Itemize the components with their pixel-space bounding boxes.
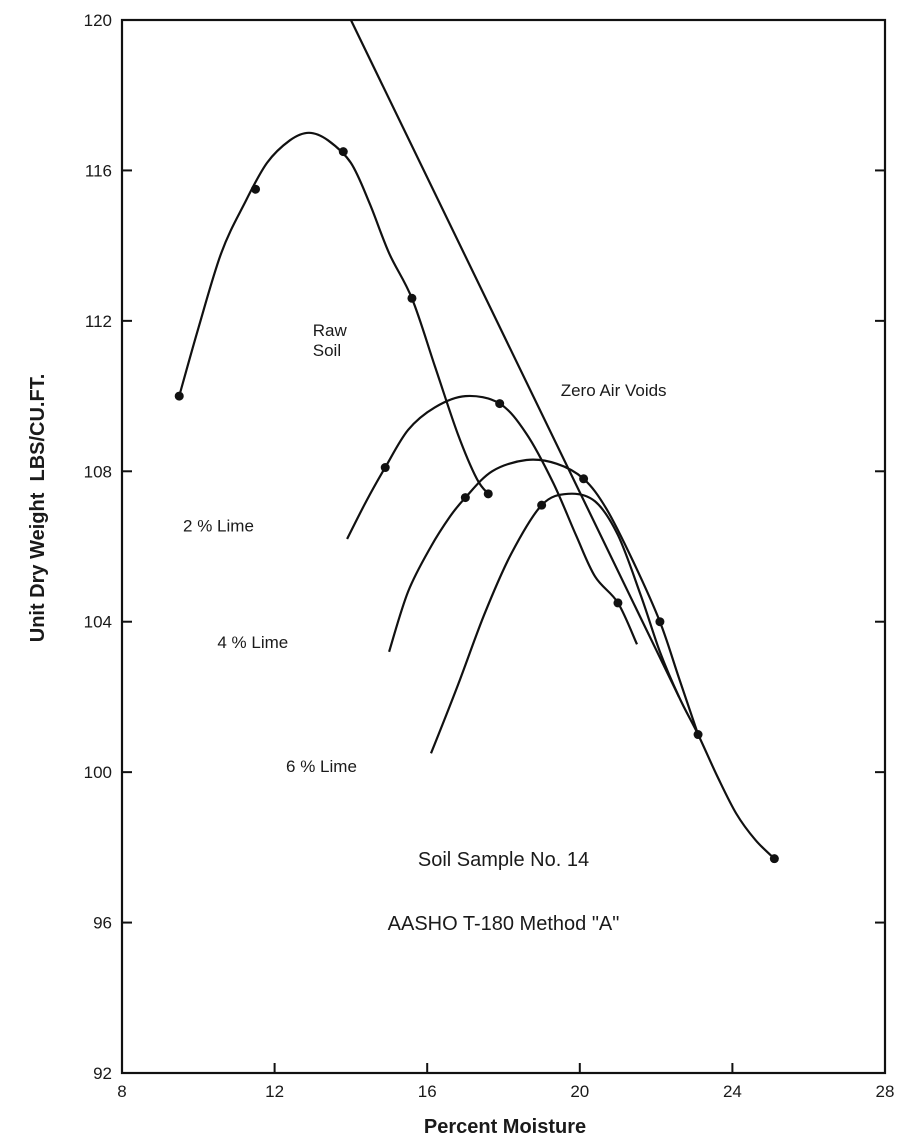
y-tick-label: 100 (84, 763, 112, 782)
x-tick-label: 24 (723, 1082, 742, 1101)
y-tick-label: 96 (93, 914, 112, 933)
data-point-4-lime (460, 493, 470, 503)
x-tick-label: 8 (117, 1082, 126, 1101)
plot-labels: Raw Soil 2 % Lime 4 % Lime 6 % Lime Zero Air … (183, 321, 667, 935)
series-label-raw-soil: Raw Soil (313, 321, 348, 360)
series-label-zero-air-voids: Zero Air Voids (561, 381, 667, 400)
data-point-4-lime (579, 474, 589, 484)
x-tick-label: 16 (418, 1082, 437, 1101)
x-tick-label: 12 (265, 1082, 284, 1101)
y-axis-title: Unit Dry Weight LBS/CU.FT. (27, 374, 49, 643)
series-label-4-lime: 4 % Lime (217, 633, 288, 652)
data-point-2-lime (613, 598, 623, 608)
plot-points (174, 147, 779, 864)
data-point-raw-soil (251, 184, 261, 194)
y-tick-label: 112 (85, 312, 112, 331)
data-point-2-lime (380, 463, 390, 473)
data-point-6-lime (693, 730, 703, 740)
plot-frame (120, 18, 887, 1075)
y-tick-label: 108 (84, 462, 112, 481)
y-tick-label: 120 (84, 11, 112, 30)
series-label-2-lime: 2 % Lime (183, 516, 254, 535)
annotation-text: Soil Sample No. 14 (418, 849, 589, 871)
data-point-raw-soil (407, 293, 417, 303)
annotation-text: AASHO T-180 Method "A" (388, 913, 620, 935)
y-tick-label: 92 (93, 1064, 112, 1083)
series-line-6-lime (429, 492, 776, 860)
series-line-raw-soil (178, 131, 490, 495)
series-label-6-lime: 6 % Lime (286, 757, 357, 776)
data-point-6-lime (769, 854, 779, 864)
data-point-raw-soil (174, 391, 184, 401)
data-point-raw-soil (338, 147, 348, 157)
series-line-zero-air-voids (349, 19, 680, 698)
x-axis-title: Percent Moisture (424, 1116, 586, 1138)
y-tick-label: 116 (85, 161, 112, 180)
data-point-raw-soil (483, 489, 493, 499)
plot-curves (178, 19, 776, 860)
y-tick-label: 104 (84, 613, 112, 632)
axes: 8 12 16 20 24 28 92 96 100 104 108 112 116 120 (84, 11, 895, 1101)
series-line-4-lime (388, 458, 700, 735)
data-point-4-lime (655, 617, 665, 627)
x-tick-label: 20 (570, 1082, 589, 1101)
x-tick-label: 28 (876, 1082, 895, 1101)
data-point-6-lime (537, 500, 547, 510)
data-point-2-lime (495, 399, 505, 409)
